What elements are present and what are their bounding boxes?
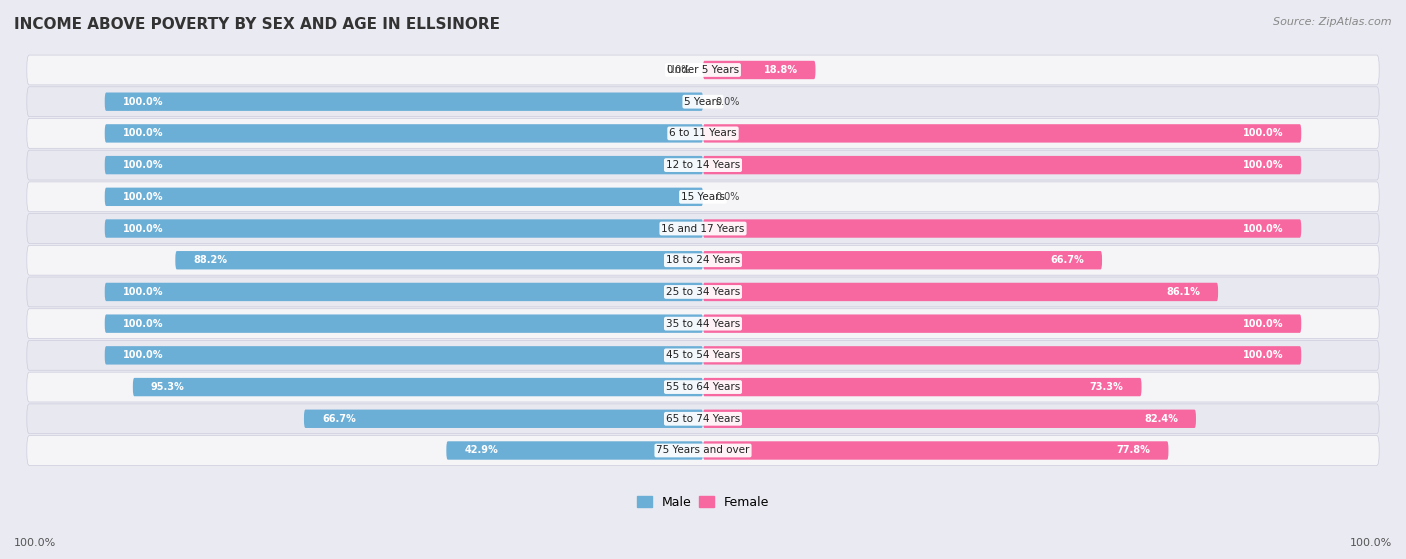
- FancyBboxPatch shape: [27, 87, 1379, 117]
- Text: 65 to 74 Years: 65 to 74 Years: [666, 414, 740, 424]
- FancyBboxPatch shape: [27, 404, 1379, 434]
- Text: 0.0%: 0.0%: [666, 65, 690, 75]
- FancyBboxPatch shape: [104, 188, 703, 206]
- FancyBboxPatch shape: [703, 251, 1102, 269]
- FancyBboxPatch shape: [104, 124, 703, 143]
- FancyBboxPatch shape: [446, 441, 703, 459]
- FancyBboxPatch shape: [703, 156, 1302, 174]
- FancyBboxPatch shape: [703, 61, 815, 79]
- FancyBboxPatch shape: [27, 119, 1379, 148]
- Text: INCOME ABOVE POVERTY BY SEX AND AGE IN ELLSINORE: INCOME ABOVE POVERTY BY SEX AND AGE IN E…: [14, 17, 501, 32]
- Text: 100.0%: 100.0%: [1243, 224, 1284, 234]
- FancyBboxPatch shape: [176, 251, 703, 269]
- Text: 100.0%: 100.0%: [1243, 129, 1284, 139]
- Text: 100.0%: 100.0%: [122, 160, 163, 170]
- Text: 6 to 11 Years: 6 to 11 Years: [669, 129, 737, 139]
- FancyBboxPatch shape: [104, 283, 703, 301]
- Text: 100.0%: 100.0%: [122, 350, 163, 361]
- Text: 0.0%: 0.0%: [716, 97, 740, 107]
- FancyBboxPatch shape: [703, 219, 1302, 238]
- Text: 0.0%: 0.0%: [716, 192, 740, 202]
- Text: Source: ZipAtlas.com: Source: ZipAtlas.com: [1274, 17, 1392, 27]
- Text: 42.9%: 42.9%: [464, 446, 498, 456]
- FancyBboxPatch shape: [703, 283, 1218, 301]
- FancyBboxPatch shape: [703, 378, 1142, 396]
- Text: 66.7%: 66.7%: [322, 414, 356, 424]
- FancyBboxPatch shape: [703, 410, 1197, 428]
- FancyBboxPatch shape: [132, 378, 703, 396]
- FancyBboxPatch shape: [27, 372, 1379, 402]
- FancyBboxPatch shape: [27, 340, 1379, 370]
- Text: 100.0%: 100.0%: [122, 129, 163, 139]
- Text: 15 Years: 15 Years: [681, 192, 725, 202]
- Text: 16 and 17 Years: 16 and 17 Years: [661, 224, 745, 234]
- Text: 82.4%: 82.4%: [1144, 414, 1178, 424]
- Text: 45 to 54 Years: 45 to 54 Years: [666, 350, 740, 361]
- Text: 25 to 34 Years: 25 to 34 Years: [666, 287, 740, 297]
- Text: 100.0%: 100.0%: [122, 192, 163, 202]
- FancyBboxPatch shape: [104, 156, 703, 174]
- FancyBboxPatch shape: [703, 346, 1302, 364]
- Text: 100.0%: 100.0%: [122, 224, 163, 234]
- FancyBboxPatch shape: [27, 150, 1379, 180]
- Text: Under 5 Years: Under 5 Years: [666, 65, 740, 75]
- Text: 55 to 64 Years: 55 to 64 Years: [666, 382, 740, 392]
- FancyBboxPatch shape: [27, 309, 1379, 339]
- Text: 100.0%: 100.0%: [1350, 538, 1392, 548]
- Text: 86.1%: 86.1%: [1167, 287, 1201, 297]
- FancyBboxPatch shape: [104, 92, 703, 111]
- FancyBboxPatch shape: [104, 315, 703, 333]
- FancyBboxPatch shape: [27, 245, 1379, 275]
- FancyBboxPatch shape: [27, 182, 1379, 212]
- Text: 100.0%: 100.0%: [14, 538, 56, 548]
- Text: 66.7%: 66.7%: [1050, 255, 1084, 265]
- Text: 100.0%: 100.0%: [122, 97, 163, 107]
- FancyBboxPatch shape: [27, 277, 1379, 307]
- Text: 95.3%: 95.3%: [150, 382, 184, 392]
- FancyBboxPatch shape: [27, 55, 1379, 85]
- FancyBboxPatch shape: [104, 346, 703, 364]
- Text: 100.0%: 100.0%: [1243, 350, 1284, 361]
- Legend: Male, Female: Male, Female: [631, 491, 775, 514]
- Text: 75 Years and over: 75 Years and over: [657, 446, 749, 456]
- FancyBboxPatch shape: [27, 214, 1379, 243]
- Text: 100.0%: 100.0%: [122, 319, 163, 329]
- FancyBboxPatch shape: [703, 124, 1302, 143]
- FancyBboxPatch shape: [304, 410, 703, 428]
- Text: 18 to 24 Years: 18 to 24 Years: [666, 255, 740, 265]
- Text: 77.8%: 77.8%: [1116, 446, 1150, 456]
- Text: 73.3%: 73.3%: [1090, 382, 1123, 392]
- Text: 100.0%: 100.0%: [1243, 160, 1284, 170]
- Text: 5 Years: 5 Years: [685, 97, 721, 107]
- Text: 100.0%: 100.0%: [122, 287, 163, 297]
- Text: 18.8%: 18.8%: [763, 65, 797, 75]
- FancyBboxPatch shape: [27, 435, 1379, 466]
- FancyBboxPatch shape: [104, 219, 703, 238]
- FancyBboxPatch shape: [703, 315, 1302, 333]
- Text: 12 to 14 Years: 12 to 14 Years: [666, 160, 740, 170]
- Text: 35 to 44 Years: 35 to 44 Years: [666, 319, 740, 329]
- FancyBboxPatch shape: [703, 441, 1168, 459]
- Text: 88.2%: 88.2%: [193, 255, 228, 265]
- Text: 100.0%: 100.0%: [1243, 319, 1284, 329]
